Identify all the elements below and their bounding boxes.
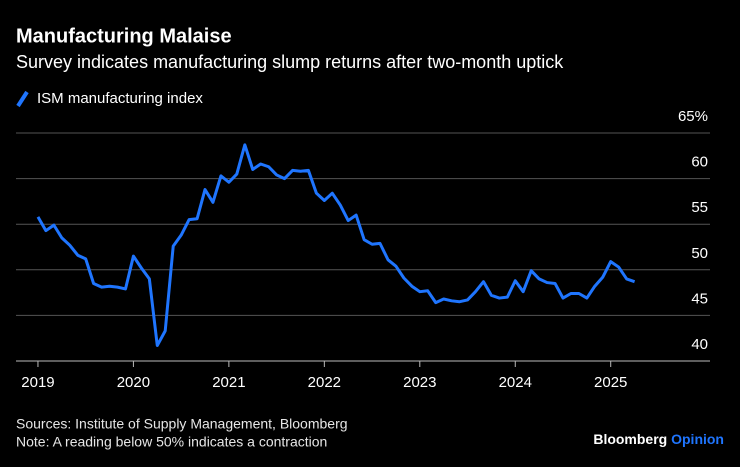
legend-label: ISM manufacturing index [37, 90, 203, 107]
x-tick-label: 2023 [403, 374, 436, 391]
brand: Bloomberg Opinion [593, 431, 724, 447]
y-tick-label: 65% [678, 108, 708, 125]
note: Note: A reading below 50% indicates a co… [16, 434, 327, 450]
x-tick-label: 2024 [499, 374, 532, 391]
y-tick-label: 60 [691, 154, 708, 171]
x-tick-label: 2025 [594, 374, 627, 391]
y-tick-label: 55 [691, 199, 708, 216]
x-tick-label: 2022 [308, 374, 341, 391]
y-tick-label: 40 [691, 336, 708, 353]
brand-name: Bloomberg [593, 431, 667, 447]
chart-subtitle: Survey indicates manufacturing slump ret… [16, 52, 564, 72]
legend-swatch [16, 90, 29, 108]
y-tick-label: 45 [691, 290, 708, 307]
y-tick-label: 50 [691, 245, 708, 262]
brand-suffix: Opinion [671, 431, 724, 447]
x-tick-label: 2021 [212, 374, 245, 391]
x-tick-label: 2020 [117, 374, 150, 391]
data-line [36, 143, 636, 347]
x-tick-label: 2019 [21, 374, 54, 391]
source: Sources: Institute of Supply Management,… [16, 416, 348, 432]
chart-title: Manufacturing Malaise [16, 25, 232, 47]
